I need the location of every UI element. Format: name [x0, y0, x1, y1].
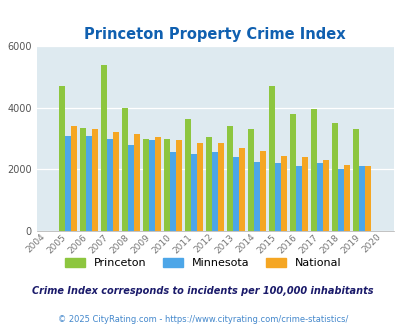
Bar: [301, 157, 307, 231]
Bar: [170, 152, 176, 231]
Bar: [101, 65, 107, 231]
Bar: [343, 165, 349, 231]
Bar: [217, 143, 224, 231]
Bar: [176, 140, 181, 231]
Bar: [113, 132, 119, 231]
Bar: [317, 163, 322, 231]
Bar: [290, 114, 296, 231]
Bar: [275, 163, 281, 231]
Text: © 2025 CityRating.com - https://www.cityrating.com/crime-statistics/: © 2025 CityRating.com - https://www.city…: [58, 315, 347, 324]
Bar: [212, 152, 217, 231]
Legend: Princeton, Minnesota, National: Princeton, Minnesota, National: [60, 253, 345, 273]
Title: Princeton Property Crime Index: Princeton Property Crime Index: [84, 27, 345, 42]
Bar: [122, 108, 128, 231]
Bar: [254, 162, 260, 231]
Bar: [155, 137, 160, 231]
Bar: [107, 139, 113, 231]
Text: Crime Index corresponds to incidents per 100,000 inhabitants: Crime Index corresponds to incidents per…: [32, 286, 373, 296]
Bar: [65, 136, 71, 231]
Bar: [149, 140, 155, 231]
Bar: [164, 139, 170, 231]
Bar: [134, 134, 140, 231]
Bar: [143, 139, 149, 231]
Bar: [337, 169, 343, 231]
Bar: [269, 86, 275, 231]
Bar: [59, 86, 65, 231]
Bar: [86, 136, 92, 231]
Bar: [322, 160, 328, 231]
Bar: [227, 126, 233, 231]
Bar: [92, 129, 98, 231]
Bar: [239, 148, 245, 231]
Bar: [206, 137, 212, 231]
Bar: [358, 166, 364, 231]
Bar: [185, 118, 191, 231]
Bar: [233, 157, 239, 231]
Bar: [353, 129, 358, 231]
Bar: [196, 143, 202, 231]
Bar: [80, 128, 86, 231]
Bar: [71, 126, 77, 231]
Bar: [260, 151, 265, 231]
Bar: [128, 145, 134, 231]
Bar: [311, 109, 317, 231]
Bar: [332, 123, 337, 231]
Bar: [296, 166, 301, 231]
Bar: [248, 129, 254, 231]
Bar: [364, 166, 370, 231]
Bar: [281, 155, 286, 231]
Bar: [191, 154, 196, 231]
